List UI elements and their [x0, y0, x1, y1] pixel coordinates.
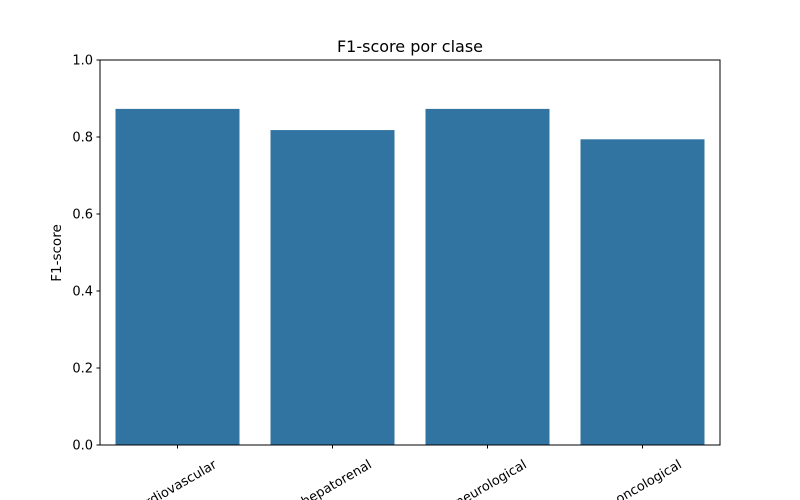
x-tick-label-cardiovascular: cardiovascular — [130, 457, 220, 500]
y-tick-label: 0.6 — [72, 208, 93, 223]
y-tick-label: 1.0 — [72, 54, 93, 69]
y-tick-label: 0.4 — [72, 285, 93, 300]
bar-oncological — [580, 139, 705, 445]
x-tick-label-hepatorenal: hepatorenal — [299, 457, 374, 500]
y-axis-ticks: 0.0 0.2 0.4 0.6 0.8 1.0 — [72, 54, 100, 454]
bar-hepatorenal — [270, 130, 395, 445]
x-tick-label-oncological: oncological — [613, 457, 684, 500]
bar-neurological — [425, 108, 550, 445]
chart-title: F1-score por clase — [337, 37, 483, 56]
bars-group — [115, 108, 705, 445]
y-tick-label: 0.0 — [72, 439, 93, 454]
x-tick-label-neurological: neurological — [453, 457, 529, 500]
plot-frame — [99, 59, 721, 446]
bar-cardiovascular — [115, 108, 240, 445]
y-axis-label: F1-score — [49, 224, 65, 282]
y-tick-label: 0.2 — [72, 362, 93, 377]
y-tick-label: 0.8 — [72, 131, 93, 146]
x-axis-ticks: cardiovascular hepatorenal neurological onc… — [130, 445, 685, 500]
